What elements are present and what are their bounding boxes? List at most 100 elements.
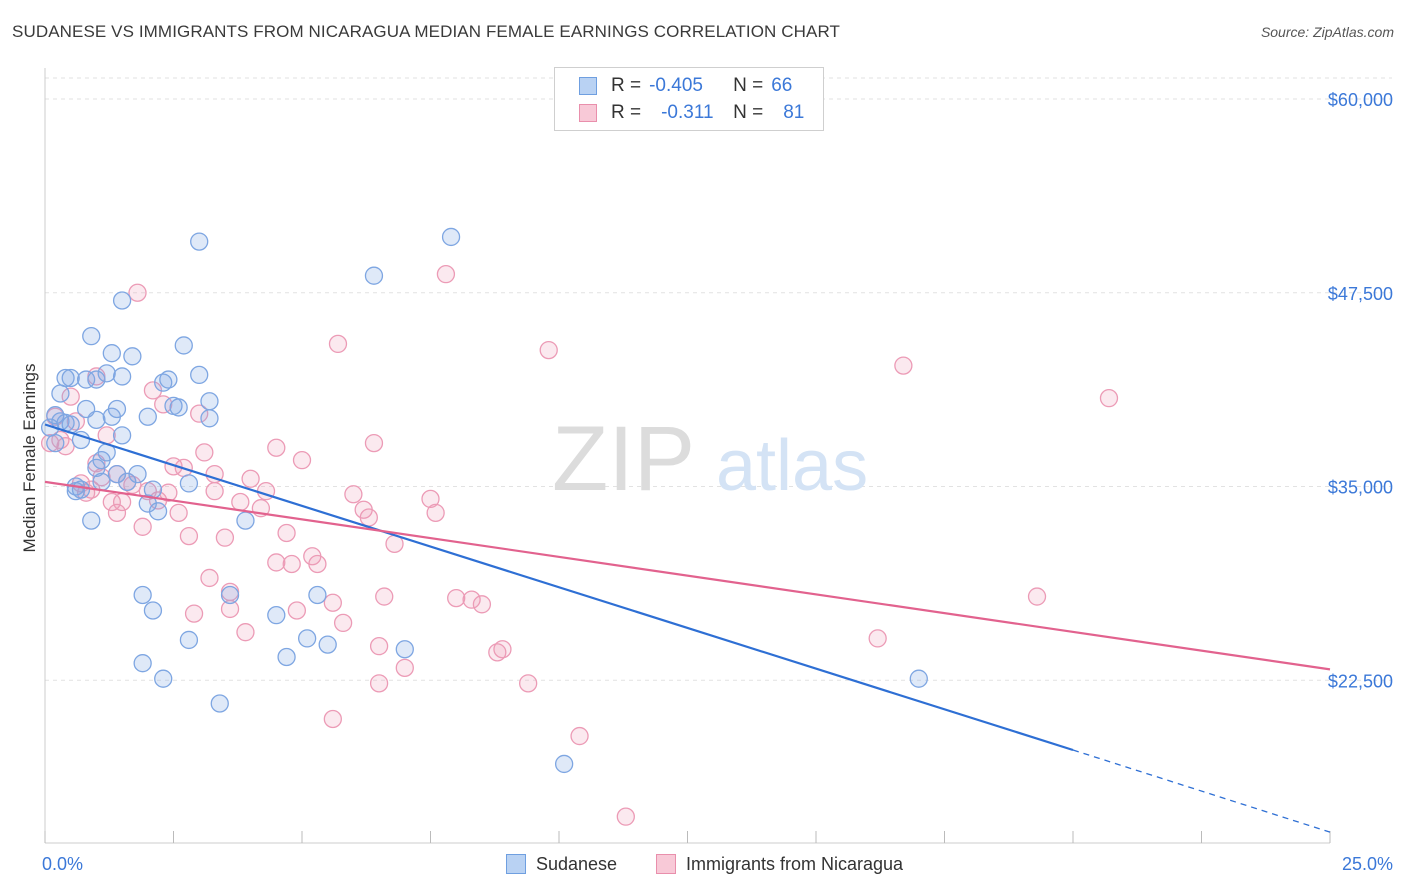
sudanese-point xyxy=(82,326,101,346)
nicaragua-point xyxy=(462,590,481,609)
nicaragua-point xyxy=(184,604,204,623)
nicaragua-point xyxy=(231,492,250,512)
nicaragua-legend-swatch xyxy=(656,854,676,874)
nicaragua-point xyxy=(220,599,240,619)
sudanese-point xyxy=(554,754,574,774)
y-axis-label: Median Female Earnings xyxy=(20,364,39,553)
nicaragua-point xyxy=(493,640,512,659)
sudanese-r-value: -0.405 xyxy=(649,75,703,96)
sudanese-point xyxy=(190,365,209,385)
nicaragua-point xyxy=(375,587,394,606)
sudanese-point xyxy=(200,409,219,428)
sudanese-point xyxy=(128,464,147,484)
nicaragua-point xyxy=(868,629,887,648)
nicaragua-n-value: 81 xyxy=(783,102,805,123)
sudanese-point xyxy=(297,629,317,648)
nicaragua-trend-line xyxy=(44,480,1331,671)
nicaragua-point xyxy=(323,709,342,729)
sudanese-point xyxy=(107,399,127,419)
nicaragua-point xyxy=(277,523,296,543)
n-label: N = xyxy=(733,75,764,96)
nicaragua-point xyxy=(112,492,132,512)
sudanese-point xyxy=(318,635,337,654)
nicaragua-point xyxy=(344,485,363,504)
nicaragua-point xyxy=(107,503,127,522)
sudanese-point xyxy=(220,585,240,605)
sudanese-points xyxy=(40,227,928,774)
y-tick-labels: $22,500 $35,000 $47,500 $60,000 xyxy=(1328,90,1393,691)
chart-title: SUDANESE VS IMMIGRANTS FROM NICARAGUA ME… xyxy=(12,22,840,41)
nicaragua-point xyxy=(570,726,589,746)
nicaragua-point xyxy=(282,554,301,574)
nicaragua-point xyxy=(333,613,353,633)
legend-row-sudanese: R = -0.405 N = 66 xyxy=(579,74,792,98)
axes xyxy=(44,68,1331,844)
sudanese-point xyxy=(909,669,928,688)
sudanese-point xyxy=(56,368,75,388)
sudanese-trend-line xyxy=(44,423,1074,752)
y-tick-label: $60,000 xyxy=(1328,90,1393,110)
nicaragua-point xyxy=(205,481,224,501)
sudanese-legend-label: Sudanese xyxy=(536,853,618,874)
sudanese-point xyxy=(179,474,199,493)
sudanese-n-value: 66 xyxy=(771,75,793,96)
sudanese-point xyxy=(148,502,168,521)
nicaragua-point xyxy=(102,492,121,512)
bottom-legend-sudanese[interactable]: Sudanese xyxy=(506,852,617,876)
sudanese-point xyxy=(236,511,255,530)
nicaragua-point xyxy=(123,475,142,495)
gridlines xyxy=(45,77,1392,681)
nicaragua-point xyxy=(395,658,414,677)
sudanese-point xyxy=(46,433,65,453)
nicaragua-point xyxy=(1099,388,1119,408)
nicaragua-point xyxy=(241,469,260,488)
nicaragua-point xyxy=(359,508,378,527)
nicaragua-point xyxy=(1027,587,1047,606)
sudanese-point xyxy=(200,392,219,411)
nicaragua-point xyxy=(616,807,635,826)
sudanese-point xyxy=(123,347,142,366)
legend-row-nicaragua: R = -0.311 N = 81 xyxy=(579,101,804,125)
nicaragua-point xyxy=(447,588,466,608)
sudanese-point xyxy=(364,266,384,285)
nicaragua-swatch xyxy=(579,104,597,122)
nicaragua-r-value: -0.311 xyxy=(661,102,714,123)
sudanese-point xyxy=(112,291,132,310)
sudanese-point xyxy=(154,669,173,688)
nicaragua-point xyxy=(436,264,456,284)
nicaragua-point xyxy=(519,674,538,693)
nicaragua-point xyxy=(195,443,214,462)
n-label: N = xyxy=(733,102,764,123)
sudanese-point xyxy=(308,585,327,605)
nicaragua-point xyxy=(128,283,147,302)
sudanese-point xyxy=(267,606,286,625)
sudanese-point xyxy=(112,426,132,445)
sudanese-swatch xyxy=(579,77,597,95)
nicaragua-point xyxy=(287,601,307,620)
sudanese-point xyxy=(179,630,199,650)
source-label: Source: ZipAtlas.com xyxy=(1260,24,1394,40)
sudanese-point xyxy=(169,398,188,417)
stats-legend: R = -0.405 N = 66 R = -0.311 N = 81 xyxy=(554,67,824,131)
r-label: R = xyxy=(611,102,642,123)
y-tick-label: $22,500 xyxy=(1328,671,1393,691)
nicaragua-points xyxy=(40,264,1119,826)
sudanese-trend-extension xyxy=(1072,749,1331,833)
nicaragua-point xyxy=(190,404,209,423)
y-tick-label: $35,000 xyxy=(1328,478,1393,498)
nicaragua-point xyxy=(328,334,348,354)
sudanese-point xyxy=(143,480,163,499)
sudanese-point xyxy=(159,370,178,389)
sudanese-point xyxy=(133,585,152,605)
sudanese-point xyxy=(97,364,116,383)
nicaragua-point xyxy=(364,433,384,453)
nicaragua-point xyxy=(215,528,235,547)
bottom-legend-nicaragua[interactable]: Immigrants from Nicaragua xyxy=(656,852,903,876)
trend-lines xyxy=(44,423,1331,833)
sudanese-point xyxy=(76,370,96,389)
sudanese-point xyxy=(71,480,91,499)
nicaragua-point xyxy=(205,464,224,484)
sudanese-point xyxy=(92,472,111,492)
sudanese-point xyxy=(87,370,106,389)
nicaragua-point xyxy=(323,593,342,612)
